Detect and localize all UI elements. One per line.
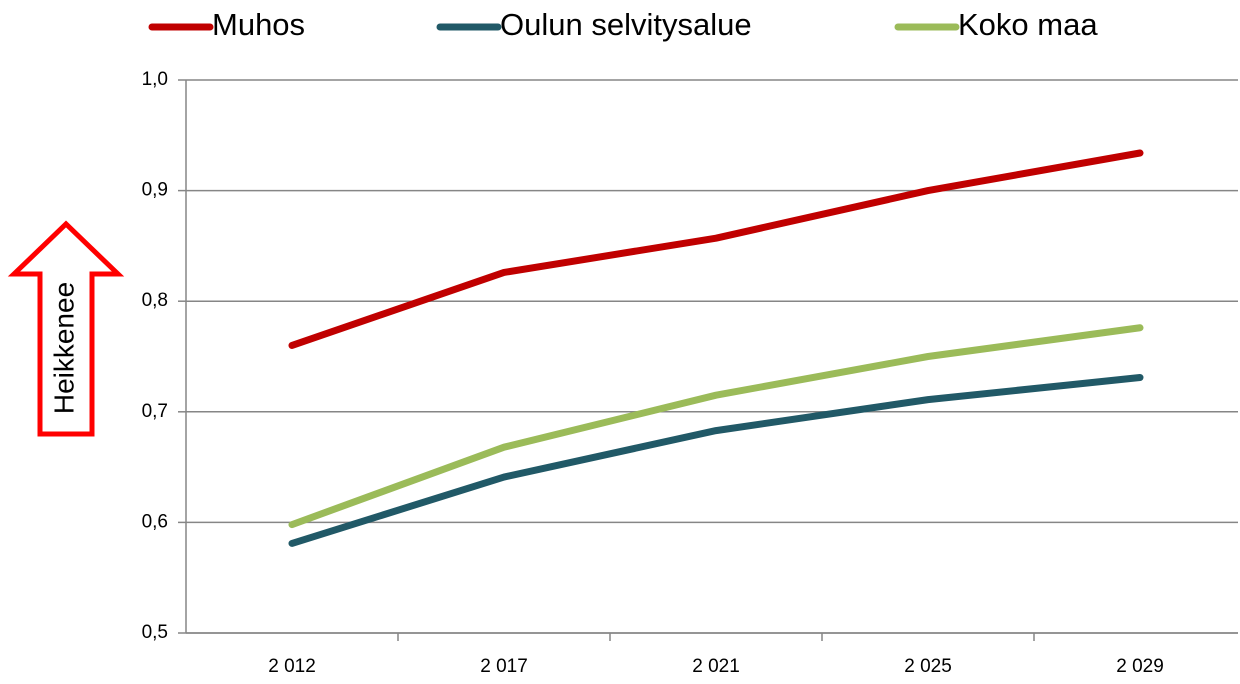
x-tick-label: 2 029 [1116,656,1164,677]
series-line [288,324,1144,529]
y-tick-label: 0,8 [142,290,168,311]
arrow [7,220,125,437]
annotation: Heikkenee [48,282,79,414]
y-tick-label: 0,5 [142,622,168,643]
legend-label: Koko maa [958,7,1098,42]
y-tick-label: 0,6 [142,511,168,532]
series-line [288,374,1144,547]
x-tick-label: 2 017 [480,656,528,677]
legend-label: Oulun selvitysalue [500,7,752,42]
legend-label: Muhos [212,7,305,42]
y-tick-label: 0,7 [142,401,168,422]
x-tick-label: 2 012 [268,656,316,677]
y-tick-label: 0,9 [142,180,168,201]
x-tick-label: 2 021 [692,656,740,677]
series-line [288,149,1144,349]
y-tick-label: 1,0 [142,69,168,90]
x-tick-label: 2 025 [904,656,952,677]
